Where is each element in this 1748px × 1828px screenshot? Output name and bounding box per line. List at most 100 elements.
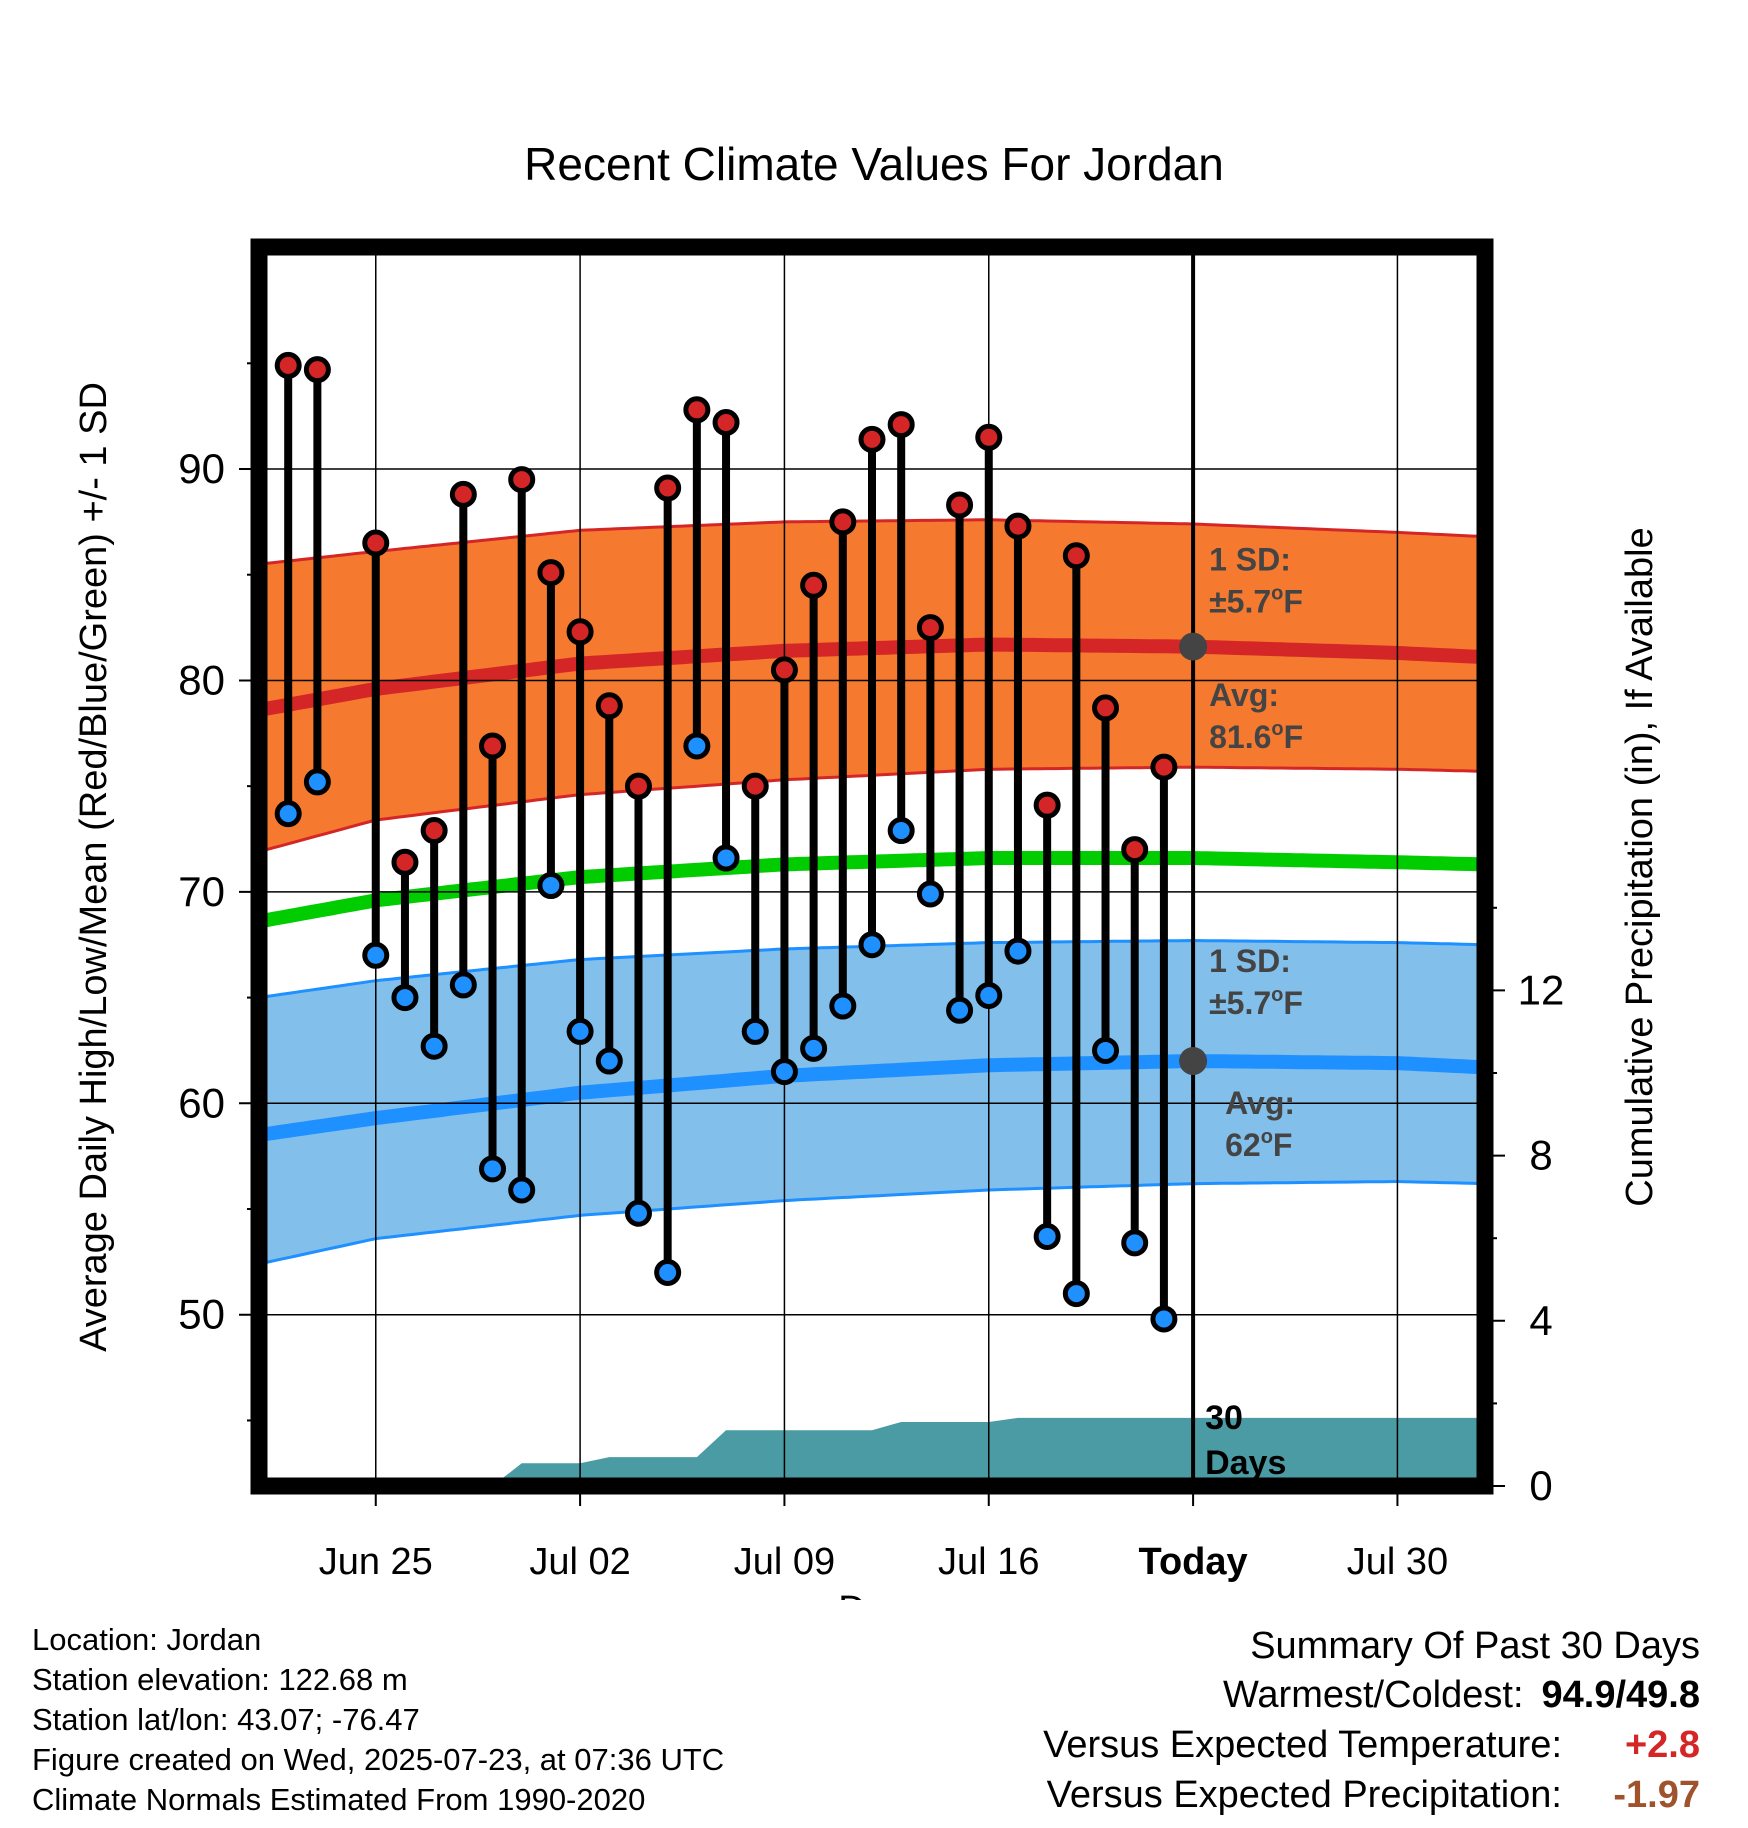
low-sd-note-line2: ±5.7oF (1209, 984, 1303, 1021)
station-info: Location: Jordan Station elevation: 122.… (32, 1620, 724, 1820)
daily-high-point (858, 425, 886, 453)
daily-high-point (508, 466, 536, 494)
daily-high-point (712, 408, 740, 436)
low-avg-note-line2: 62oF (1225, 1126, 1292, 1163)
summary-precip-row: Versus Expected Precipitation: -1.97 (1043, 1770, 1700, 1820)
y-tick-label: 70 (178, 868, 225, 915)
daily-low-point (537, 872, 565, 900)
low-avg-note-degree: o (1261, 1126, 1273, 1148)
elevation-text: Station elevation: 122.68 m (32, 1662, 408, 1697)
daily-low-point (274, 800, 302, 828)
x-tick-label: Jul 02 (529, 1541, 630, 1583)
daily-high-point (946, 491, 974, 519)
temp-value: +2.8 (1624, 1724, 1700, 1766)
y2-tick-label: 8 (1529, 1132, 1552, 1179)
axes-labels: Day Average Daily High/Low/Mean (Red/Blu… (73, 362, 1661, 1600)
daily-high-point (770, 656, 798, 684)
low-sd-band-lower-edge (258, 1179, 1486, 1266)
daily-high-point (654, 474, 682, 502)
y-tick-label: 50 (178, 1291, 225, 1338)
daily-high-point (537, 559, 565, 587)
daily-high-point (975, 423, 1003, 451)
daily-low-point (858, 931, 886, 959)
low-avg-note-line1: Avg: (1225, 1085, 1295, 1121)
daily-low-point (800, 1034, 828, 1062)
high-sd-note-line1: 1 SD: (1209, 541, 1291, 577)
y2-axis-label: Cumulative Precipitation (in), If Availa… (1619, 527, 1661, 1206)
summary-warmest-row: Warmest/Coldest: 94.9/49.8 (1043, 1670, 1700, 1720)
plot-area: 1 SD: ±5.7oF Avg: 81.6oF 1 SD: ±5.7oF Avg: 62oF… (257, 247, 1486, 1486)
x-axis-label: Day (838, 1589, 906, 1600)
daily-high-point (1033, 791, 1061, 819)
daily-high-point (741, 772, 769, 800)
high-sd-note-unit: F (1283, 583, 1303, 619)
daily-high-point (362, 529, 390, 557)
daily-low-point (1121, 1229, 1149, 1257)
climate-chart: Recent Climate Values For Jordan 1 SD: ±5… (73, 138, 1661, 1600)
low-sd-note-unit: F (1283, 985, 1303, 1021)
daily-high-point (683, 396, 711, 424)
daily-low-point (887, 817, 915, 845)
high-avg-note-degree: o (1271, 718, 1283, 740)
daily-low-point (362, 941, 390, 969)
daily-low-point (654, 1258, 682, 1286)
high-avg-note-unit: F (1284, 719, 1304, 755)
high-avg-note-line2: 81.6oF (1209, 718, 1303, 755)
daily-high-point (566, 618, 594, 646)
warmest-label: Warmest/Coldest: (1222, 1674, 1524, 1716)
daily-high-point (800, 571, 828, 599)
daily-low-point (770, 1058, 798, 1086)
daily-high-point (595, 692, 623, 720)
daily-low-point (1092, 1036, 1120, 1064)
x-tick-label: Jul 16 (938, 1541, 1039, 1583)
daily-low-point (508, 1176, 536, 1204)
daily-high-point (829, 508, 857, 536)
daily-high-point (916, 614, 944, 642)
avg-low-marker (1179, 1047, 1208, 1076)
location-text: Location: Jordan (32, 1622, 262, 1657)
daily-high-point (420, 817, 448, 845)
y2-tick-label: 4 (1529, 1297, 1552, 1344)
daily-low-point (975, 981, 1003, 1009)
x-tick-label: Jul 09 (734, 1541, 835, 1583)
y-tick-label: 60 (178, 1079, 225, 1126)
y2-tick-label: 0 (1529, 1462, 1552, 1509)
low-sd-note-line1: 1 SD: (1209, 943, 1291, 979)
precip-value: -1.97 (1613, 1774, 1700, 1816)
daily-low-point (595, 1047, 623, 1075)
days-label-line1: 30 (1205, 1399, 1243, 1437)
daily-low-point (1004, 937, 1032, 965)
chart-title: Recent Climate Values For Jordan (524, 138, 1224, 190)
daily-low-point (712, 844, 740, 872)
y-tick-label: 90 (178, 445, 225, 492)
latlon-text: Station lat/lon: 43.07; -76.47 (32, 1702, 420, 1737)
avg-high-marker (1179, 632, 1208, 661)
daily-low-point (391, 984, 419, 1012)
daily-high-point (1092, 694, 1120, 722)
days-label-line2: Days (1205, 1444, 1286, 1482)
summary-panel: Summary Of Past 30 Days Warmest/Coldest:… (1043, 1622, 1700, 1820)
daily-low-point (741, 1017, 769, 1045)
daily-high-point (449, 480, 477, 508)
daily-high-point (1062, 542, 1090, 570)
x-tick-label: Jun 25 (319, 1541, 433, 1583)
daily-low-point (916, 880, 944, 908)
daily-low-point (1062, 1280, 1090, 1308)
daily-low-point (624, 1199, 652, 1227)
precip-area (463, 1417, 1485, 1486)
warmest-value: 94.9/49.8 (1541, 1674, 1700, 1716)
daily-high-point (274, 351, 302, 379)
y-tick-label: 80 (178, 656, 225, 703)
avg-low-line (258, 1053, 1486, 1142)
daily-low-point (683, 732, 711, 760)
daily-high-point (887, 411, 915, 439)
daily-low-point (1150, 1305, 1178, 1333)
daily-low-point (946, 996, 974, 1024)
y-axis-label: Average Daily High/Low/Mean (Red/Blue/Gr… (73, 382, 115, 1352)
daily-low-point (303, 768, 331, 796)
summary-temp-row: Versus Expected Temperature: +2.8 (1043, 1720, 1700, 1770)
normals-text: Climate Normals Estimated From 1990-2020 (32, 1782, 646, 1817)
created-text: Figure created on Wed, 2025-07-23, at 07… (32, 1742, 725, 1777)
daily-high-point (1121, 836, 1149, 864)
low-sd-note-degree: o (1271, 984, 1283, 1006)
